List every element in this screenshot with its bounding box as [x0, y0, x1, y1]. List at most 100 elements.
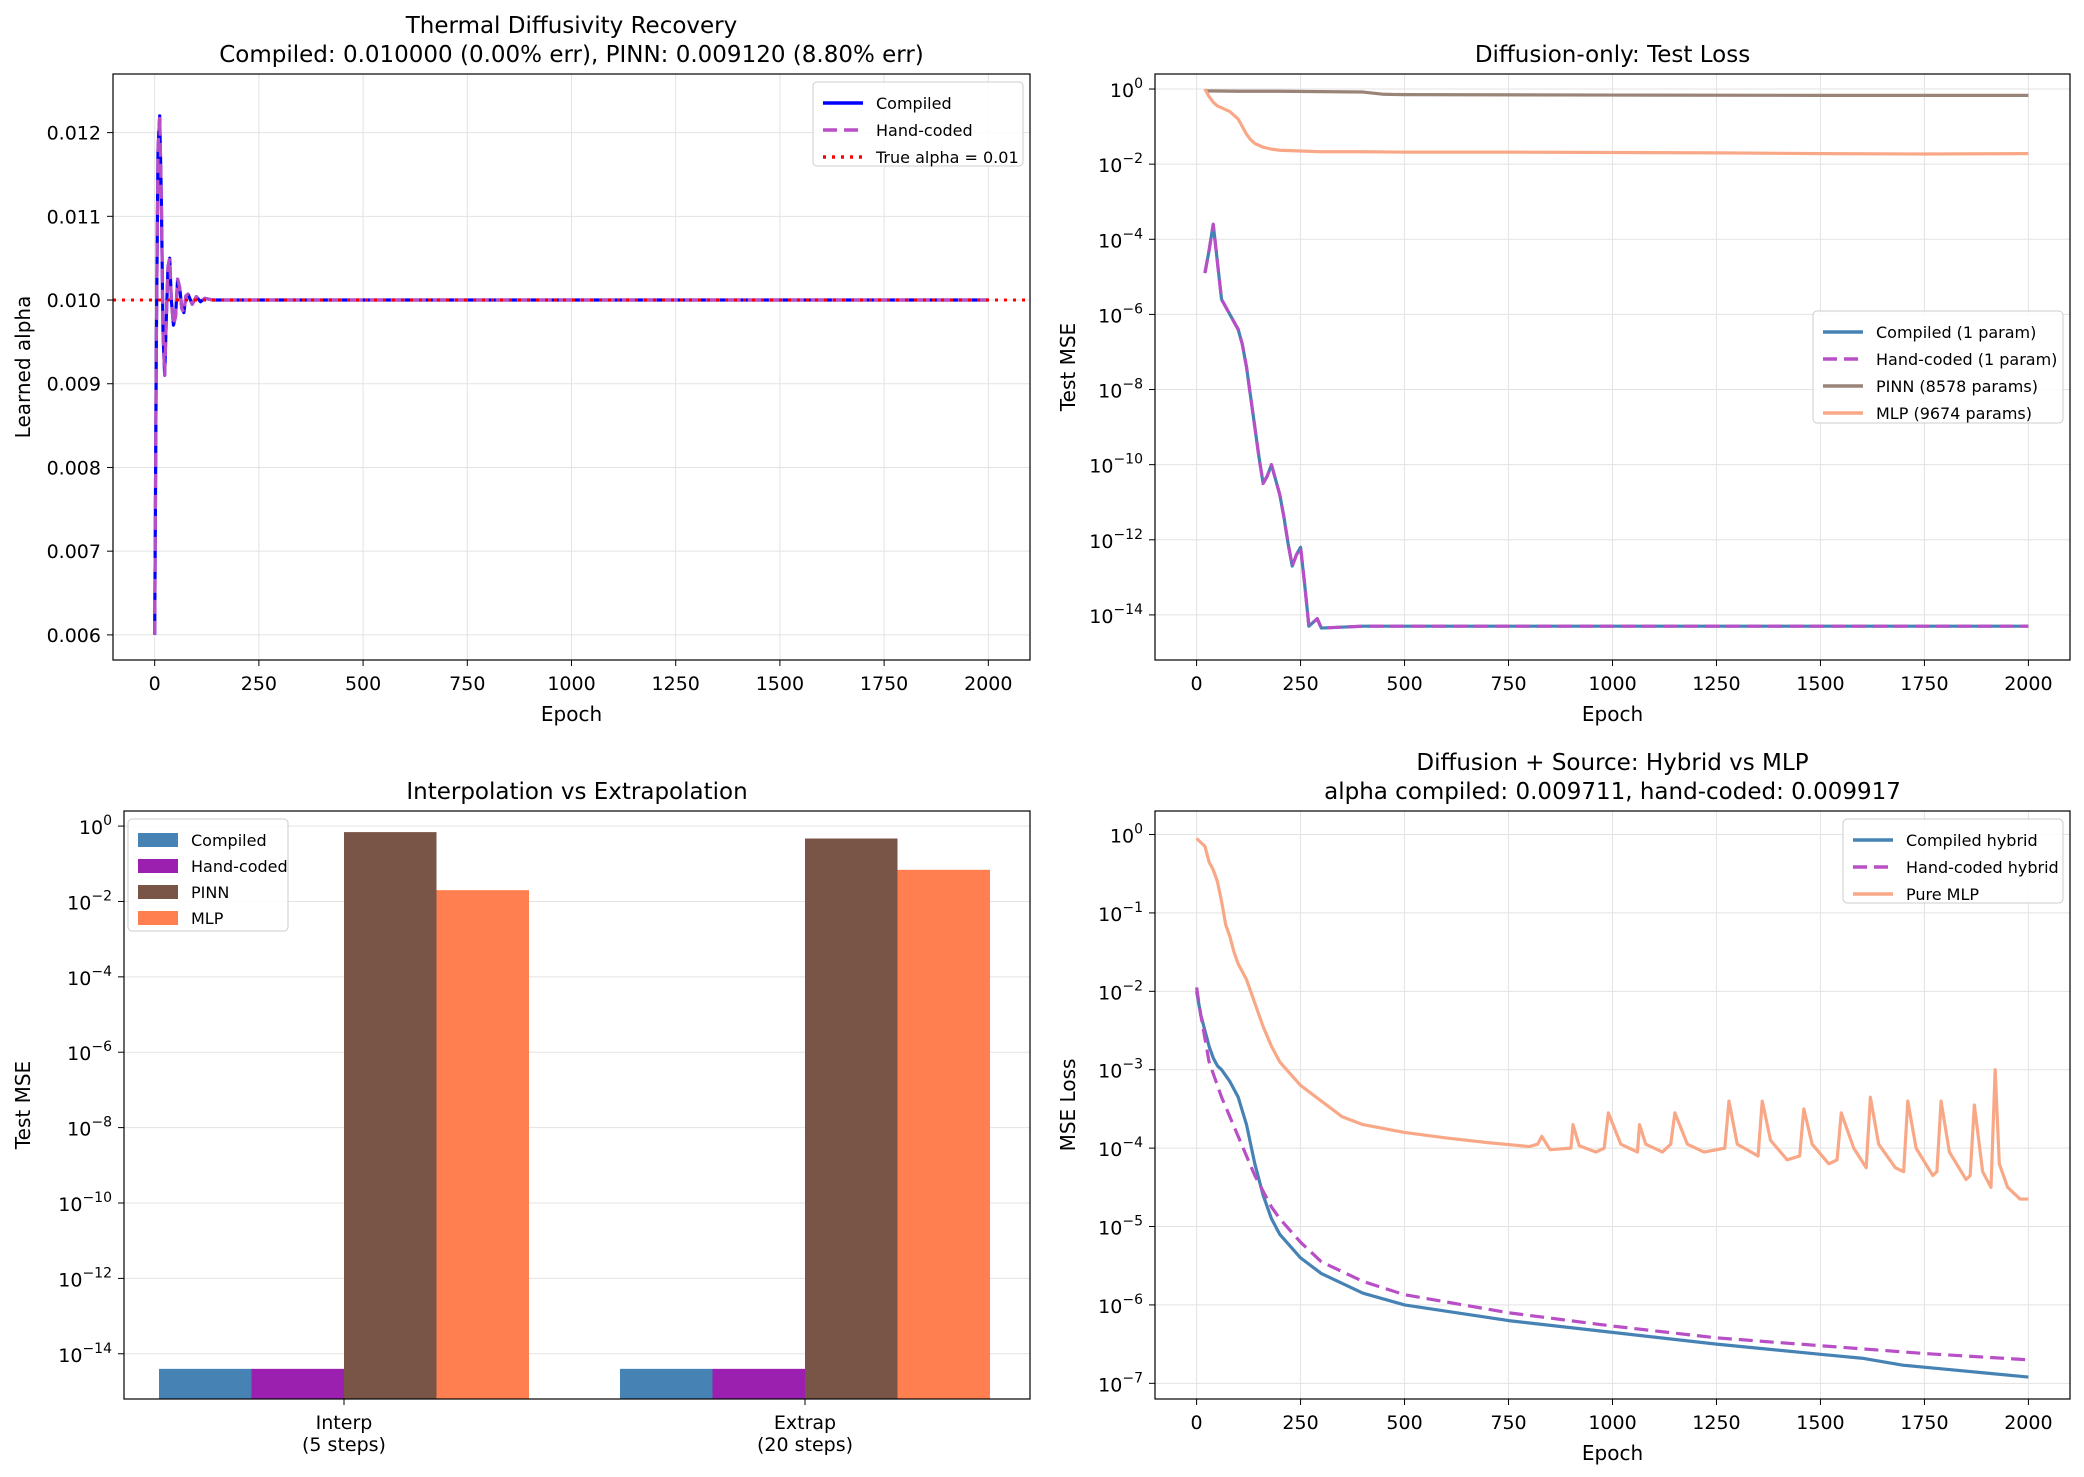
y-tick-label: 10−8	[67, 1115, 112, 1141]
y-tick-label: 10−10	[1089, 452, 1143, 478]
y-tick-label: 100	[1110, 76, 1143, 102]
legend-entry: Compiled	[876, 94, 952, 113]
y-tick-label: 10−2	[1098, 151, 1143, 177]
legend-entry: MLP	[191, 909, 224, 928]
series-line	[1204, 89, 2029, 98]
legend-entry: Compiled hybrid	[1906, 831, 2038, 850]
chart-title: Diffusion + Source: Hybrid vs MLP	[1416, 750, 1808, 776]
y-tick-label: 0.007	[47, 541, 101, 563]
y-tick-label: 10−12	[1089, 527, 1143, 553]
y-tick-label: 0.006	[47, 625, 101, 647]
series-line	[153, 114, 989, 635]
legend-entry: MLP (9674 params)	[1876, 404, 2032, 423]
bar	[344, 832, 437, 1399]
y-tick-label: 10−6	[1098, 1292, 1143, 1318]
x-axis-label: Epoch	[1582, 1441, 1643, 1465]
y-tick-label: 0.009	[47, 374, 101, 396]
y-tick-label: 10−6	[1098, 301, 1143, 327]
x-tick-label: 500	[345, 673, 381, 695]
y-tick-label: 10−7	[1098, 1370, 1143, 1396]
bar	[251, 1368, 344, 1399]
y-tick-label: 100	[79, 813, 112, 839]
legend-entry: PINN (8578 params)	[1876, 377, 2038, 396]
series-line	[1195, 987, 2029, 1362]
y-tick-label: 0.010	[47, 290, 101, 312]
x-tick-label: 1000	[1588, 1412, 1636, 1434]
x-tick-label: 1500	[1796, 1412, 1844, 1434]
legend-box	[1812, 310, 2064, 424]
y-tick-label: 10−5	[1098, 1214, 1143, 1240]
x-tick-label: 2000	[2004, 673, 2052, 695]
series-line	[1203, 88, 2029, 156]
y-tick-label: 0.012	[47, 123, 101, 145]
axes-frame	[1154, 810, 2071, 1400]
bar	[159, 1368, 252, 1399]
legend-entry: Hand-coded	[191, 857, 288, 876]
chart-alpha-recovery: 0 250 500 750 1000 1250 1500 1750 2000 0.006 0.007…	[11, 13, 1031, 726]
x-tick-label: (20 steps)	[757, 1434, 853, 1456]
x-tick-label: 0	[1191, 1412, 1203, 1434]
chart-subtitle: Compiled: 0.010000 (0.00% err), PINN: 0.…	[219, 42, 924, 68]
y-tick-label: 10−1	[1098, 900, 1143, 926]
axes-frame	[123, 810, 1031, 1400]
series-line	[1195, 991, 2029, 1379]
x-tick-label: 0	[1191, 673, 1203, 695]
x-tick-label: 500	[1386, 673, 1422, 695]
legend-entry: Hand-coded	[876, 121, 973, 140]
y-tick-label: 10−10	[58, 1190, 112, 1216]
bar	[620, 1368, 713, 1399]
x-tick-label: Interp	[316, 1412, 373, 1434]
series-line	[1195, 837, 2029, 1201]
y-tick-label: 0.008	[47, 457, 101, 479]
series-line	[1203, 222, 2029, 630]
axes-frame	[112, 73, 1031, 661]
y-axis-label: MSE Loss	[1056, 1059, 1080, 1152]
x-tick-label: 750	[1490, 673, 1526, 695]
y-tick-label: 10−14	[1089, 602, 1143, 628]
x-tick-label: (5 steps)	[302, 1434, 386, 1456]
y-tick-label: 100	[1110, 822, 1143, 848]
legend-entry: Hand-coded (1 param)	[1876, 350, 2057, 369]
y-tick-label: 10−3	[1098, 1057, 1143, 1083]
axes-frame	[1154, 73, 2071, 661]
legend-swatch	[138, 859, 178, 873]
x-tick-label: 1750	[1900, 1412, 1948, 1434]
legend-box	[1842, 818, 2064, 904]
legend-swatch	[138, 911, 178, 925]
chart-subtitle: alpha compiled: 0.009711, hand-coded: 0.…	[1324, 779, 1901, 805]
x-tick-label: 1000	[547, 673, 595, 695]
x-axis-label: Epoch	[1582, 702, 1643, 726]
x-tick-label: 1000	[1588, 673, 1636, 695]
y-tick-label: 10−4	[1098, 1135, 1143, 1161]
x-tick-label: 1750	[1900, 673, 1948, 695]
x-tick-label: 250	[1282, 673, 1318, 695]
x-tick-label: 250	[241, 673, 277, 695]
legend-entry: True alpha = 0.01	[875, 148, 1019, 167]
legend-entry: Pure MLP	[1906, 885, 1979, 904]
legend-entry: Compiled (1 param)	[1876, 323, 2036, 342]
chart-title: Diffusion-only: Test Loss	[1475, 42, 1750, 68]
chart-title: Interpolation vs Extrapolation	[406, 779, 747, 805]
x-tick-label: 1750	[860, 673, 908, 695]
y-tick-label: 0.011	[47, 206, 101, 228]
y-tick-label: 10−4	[67, 964, 112, 990]
y-tick-label: 10−6	[67, 1039, 112, 1065]
series-line	[1203, 222, 2029, 630]
y-tick-label: 10−14	[58, 1341, 112, 1367]
y-axis-label: Learned alpha	[11, 296, 35, 439]
y-tick-label: 10−4	[1098, 226, 1143, 252]
x-tick-label: Extrap	[774, 1412, 836, 1434]
x-tick-label: 250	[1282, 1412, 1318, 1434]
x-tick-label: 1500	[756, 673, 804, 695]
x-tick-label: 0	[149, 673, 161, 695]
y-axis-label: Test MSE	[11, 1061, 35, 1150]
x-tick-label: 750	[449, 673, 485, 695]
legend-entry: Hand-coded hybrid	[1906, 858, 2059, 877]
bar	[436, 890, 529, 1399]
y-tick-label: 10−8	[1098, 377, 1143, 403]
x-tick-label: 2000	[2004, 1412, 2052, 1434]
x-tick-label: 1250	[1692, 1412, 1740, 1434]
legend-swatch	[138, 833, 178, 847]
legend-entry: Compiled	[191, 831, 267, 850]
